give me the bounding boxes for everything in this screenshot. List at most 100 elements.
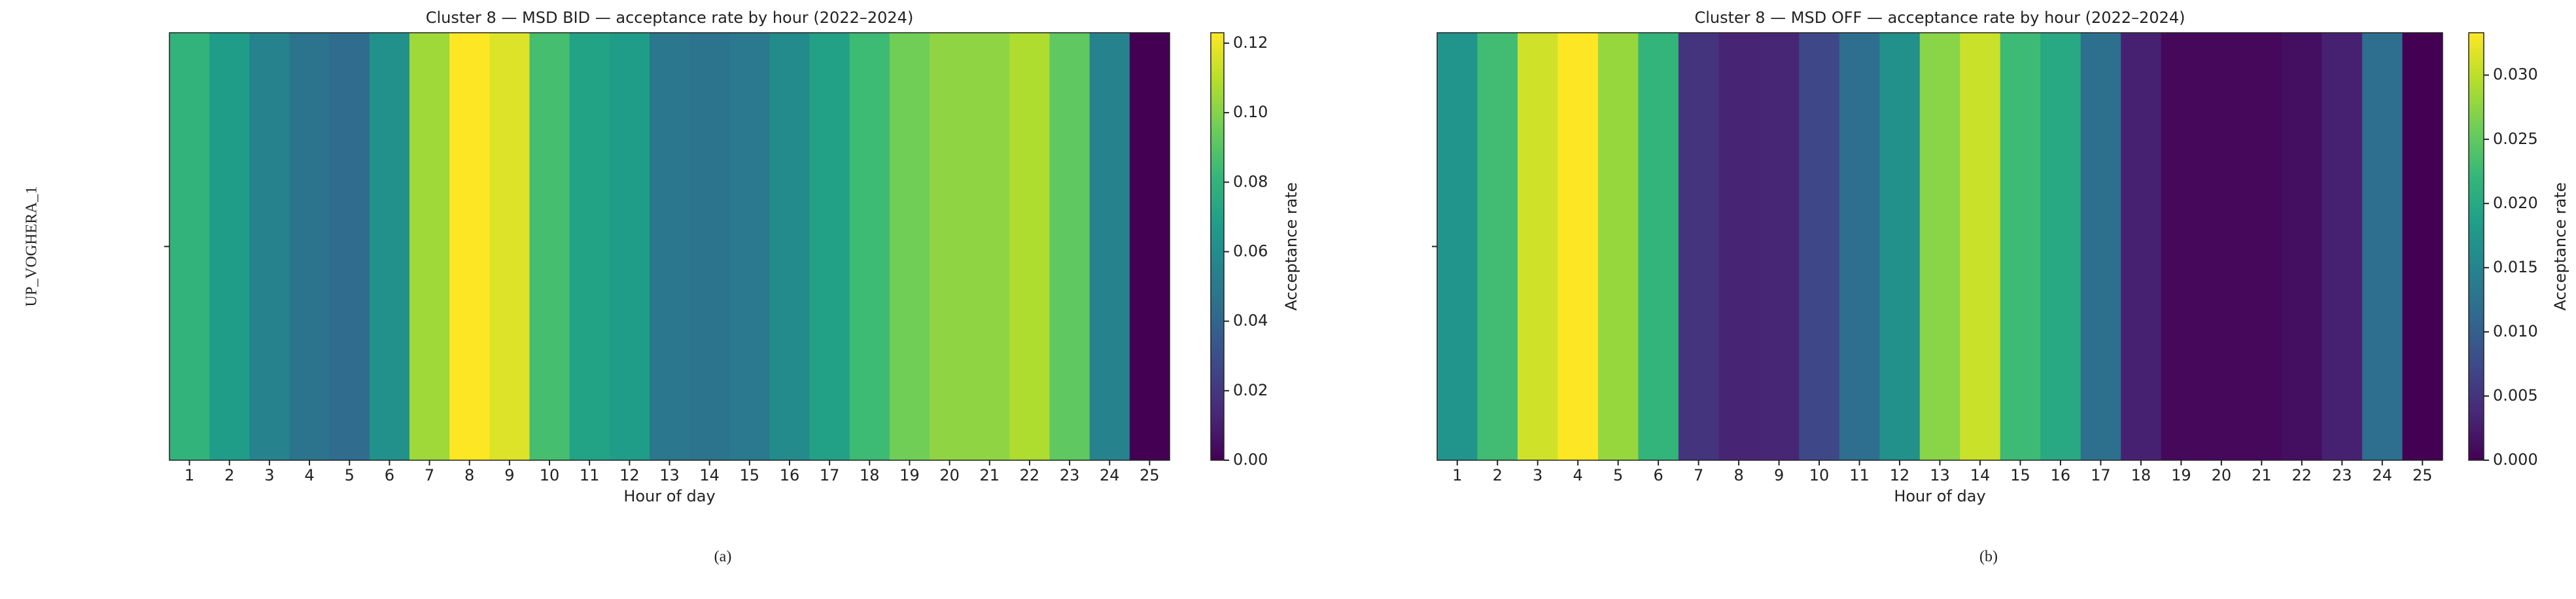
colorbar-step bbox=[1211, 328, 1224, 333]
colorbar-step bbox=[2469, 185, 2484, 190]
colorbar-step bbox=[1211, 196, 1224, 201]
colorbar-step bbox=[1211, 136, 1224, 140]
x-tick-label: 17 bbox=[2091, 466, 2111, 484]
colorbar-step bbox=[1211, 261, 1224, 265]
heat-cell bbox=[449, 33, 490, 460]
heat-cell bbox=[2161, 33, 2202, 460]
colorbar-step bbox=[2469, 232, 2484, 236]
colorbar-step bbox=[1211, 378, 1224, 382]
heat-cell bbox=[2402, 33, 2443, 460]
colorbar-step bbox=[1211, 353, 1224, 357]
colorbar-step bbox=[1211, 103, 1224, 108]
plot-frame bbox=[1436, 32, 2443, 461]
colorbar-step bbox=[1211, 50, 1224, 55]
heat-cell bbox=[689, 33, 730, 460]
colorbar-step bbox=[2469, 382, 2484, 386]
x-axis-label: Hour of day bbox=[1894, 487, 1985, 505]
colorbar-step bbox=[2469, 325, 2484, 329]
colorbar-step bbox=[2469, 154, 2484, 158]
colorbar-step bbox=[2469, 257, 2484, 261]
colorbar-step bbox=[2469, 364, 2484, 369]
colorbar-step bbox=[2469, 435, 2484, 439]
colorbar-step bbox=[2469, 136, 2484, 140]
heat-cell bbox=[1638, 33, 1679, 460]
x-tick-label: 6 bbox=[385, 466, 394, 484]
colorbar-step bbox=[2469, 207, 2484, 211]
colorbar-step bbox=[1211, 417, 1224, 422]
x-tick-label: 4 bbox=[1573, 466, 1583, 484]
colorbar-step bbox=[2469, 189, 2484, 194]
colorbar-step bbox=[2469, 303, 2484, 308]
colorbar-tick-label: 0.015 bbox=[2493, 258, 2538, 276]
colorbar-step bbox=[2469, 196, 2484, 201]
x-tick-label: 15 bbox=[740, 466, 760, 484]
x-tick-label: 24 bbox=[2373, 466, 2393, 484]
x-tick-label: 9 bbox=[1774, 466, 1784, 484]
colorbar-step bbox=[2469, 407, 2484, 411]
colorbar-step bbox=[2469, 410, 2484, 414]
colorbar-step bbox=[1211, 346, 1224, 350]
colorbar-step bbox=[2469, 82, 2484, 87]
colorbar-step bbox=[2469, 271, 2484, 276]
heat-cell bbox=[1437, 33, 1478, 460]
colorbar-step bbox=[1211, 435, 1224, 439]
x-tick-label: 12 bbox=[619, 466, 640, 484]
colorbar-step bbox=[1211, 185, 1224, 190]
colorbar-step bbox=[1211, 164, 1224, 169]
colorbar-step bbox=[2469, 278, 2484, 283]
colorbar-tick-label: 0.025 bbox=[2493, 130, 2538, 148]
colorbar-step bbox=[1211, 189, 1224, 194]
colorbar-step bbox=[1211, 43, 1224, 48]
heat-cell bbox=[1597, 33, 1639, 460]
x-tick-label: 19 bbox=[2171, 466, 2191, 484]
colorbar-step bbox=[1211, 424, 1224, 429]
colorbar-step bbox=[2469, 228, 2484, 233]
heat-cell bbox=[2080, 33, 2121, 460]
colorbar-step bbox=[1211, 225, 1224, 229]
chart-title: Cluster 8 — MSD OFF — acceptance rate by… bbox=[1694, 9, 2185, 27]
heat-cell bbox=[329, 33, 370, 460]
colorbar-step bbox=[2469, 342, 2484, 347]
colorbar-step bbox=[2469, 58, 2484, 62]
colorbar-step bbox=[2469, 100, 2484, 105]
colorbar-step bbox=[2469, 253, 2484, 258]
heat-cell bbox=[2282, 33, 2323, 460]
colorbar-step bbox=[1211, 39, 1224, 44]
colorbar-step bbox=[2469, 431, 2484, 436]
x-tick-label: 9 bbox=[504, 466, 514, 484]
colorbar-step bbox=[1211, 36, 1224, 41]
colorbar-step bbox=[2469, 118, 2484, 122]
colorbar-step bbox=[2469, 246, 2484, 251]
heat-cell bbox=[2040, 33, 2081, 460]
colorbar-step bbox=[2469, 204, 2484, 208]
colorbar-step bbox=[2469, 328, 2484, 333]
colorbar-step bbox=[2469, 296, 2484, 300]
colorbar-step bbox=[1211, 239, 1224, 244]
colorbar-step bbox=[2469, 249, 2484, 254]
colorbar-step bbox=[2469, 172, 2484, 176]
x-tick-label: 25 bbox=[1140, 466, 1160, 484]
colorbar-step bbox=[2469, 439, 2484, 443]
colorbar-step bbox=[2469, 285, 2484, 290]
heat-cell bbox=[409, 33, 450, 460]
heat-cell bbox=[2000, 33, 2041, 460]
colorbar-label: Acceptance rate bbox=[2551, 182, 2569, 310]
colorbar-step bbox=[2469, 264, 2484, 268]
x-tick-label: 3 bbox=[1533, 466, 1542, 484]
colorbar-step bbox=[1211, 82, 1224, 87]
colorbar-step bbox=[1211, 71, 1224, 76]
heat-cell bbox=[1477, 33, 1518, 460]
x-tick-label: 20 bbox=[2212, 466, 2232, 484]
colorbar-step bbox=[2469, 61, 2484, 65]
colorbar-step bbox=[2469, 96, 2484, 101]
colorbar-step bbox=[2469, 175, 2484, 179]
colorbar-step bbox=[1211, 179, 1224, 183]
colorbar-step bbox=[1211, 371, 1224, 375]
x-tick-label: 15 bbox=[2010, 466, 2030, 484]
colorbar-tick-label: 0.06 bbox=[1233, 242, 1268, 260]
colorbar-step bbox=[2469, 50, 2484, 55]
x-tick-label: 19 bbox=[899, 466, 920, 484]
colorbar-step bbox=[1211, 296, 1224, 300]
colorbar-step bbox=[2469, 179, 2484, 183]
colorbar-step bbox=[2469, 46, 2484, 51]
